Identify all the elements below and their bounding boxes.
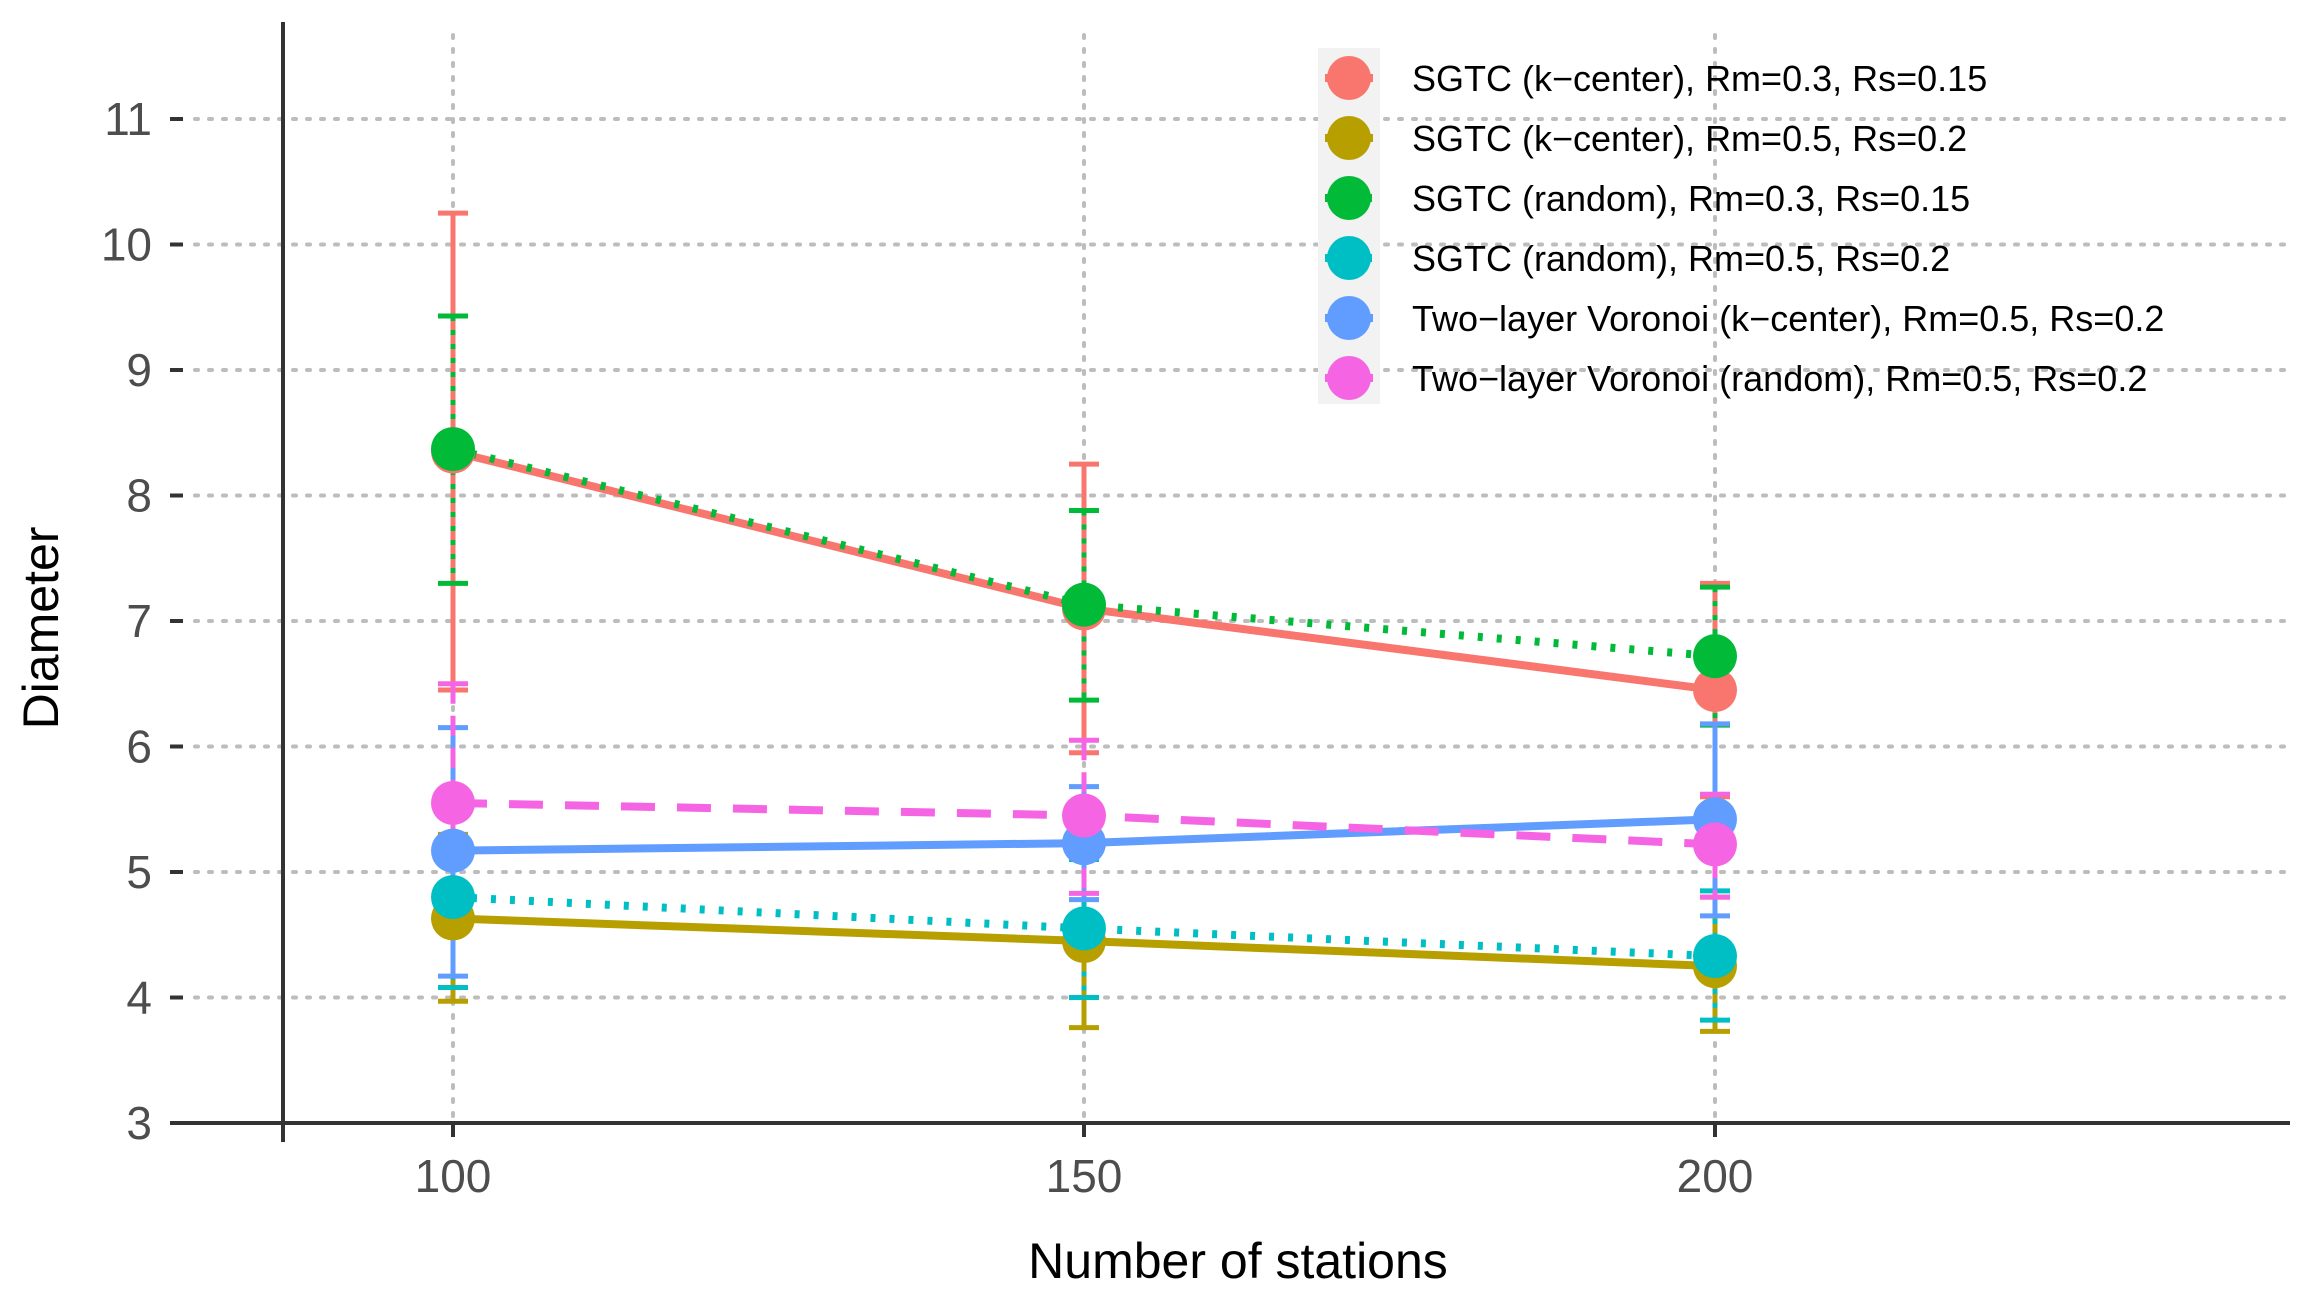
y-tick-label: 9 <box>126 344 152 396</box>
data-point <box>1062 582 1106 627</box>
x-tick-label: 150 <box>1046 1150 1123 1202</box>
legend-label: Two−layer Voronoi (random), Rm=0.5, Rs=0… <box>1412 358 2147 399</box>
legend: SGTC (k−center), Rm=0.3, Rs=0.15 SGTC (k−… <box>1318 48 2164 404</box>
legend-key-marker <box>1327 116 1371 160</box>
data-point <box>1693 634 1737 679</box>
y-tick-label: 6 <box>126 721 152 773</box>
legend-label: Two−layer Voronoi (k−center), Rm=0.5, Rs… <box>1412 298 2164 339</box>
x-tick-label: 200 <box>1677 1150 1754 1202</box>
data-point <box>1693 668 1737 713</box>
data-point <box>431 780 475 825</box>
legend-label: SGTC (random), Rm=0.3, Rs=0.15 <box>1412 178 1970 219</box>
y-tick-label: 10 <box>101 219 152 271</box>
y-tick-label: 8 <box>126 470 152 522</box>
legend-label: SGTC (k−center), Rm=0.3, Rs=0.15 <box>1412 58 1987 99</box>
series-points <box>431 427 1737 989</box>
legend-key-marker <box>1327 296 1371 340</box>
legend-label: SGTC (k−center), Rm=0.5, Rs=0.2 <box>1412 118 1967 159</box>
y-tick-label: 11 <box>104 93 152 145</box>
y-tick-label: 7 <box>126 595 152 647</box>
data-point <box>431 875 475 920</box>
y-tick-label: 3 <box>126 1097 152 1149</box>
data-point <box>431 828 475 873</box>
y-tick-label: 5 <box>126 846 152 898</box>
axes <box>170 22 2290 1142</box>
y-tick-label: 4 <box>126 972 152 1024</box>
data-point <box>1693 822 1737 867</box>
legend-key-marker <box>1327 356 1371 400</box>
legend-key-background <box>1318 48 1380 404</box>
y-axis-title: Diameter <box>13 527 69 730</box>
x-tick-label: 100 <box>415 1150 492 1202</box>
legend-key-marker <box>1327 176 1371 220</box>
legend-label: SGTC (random), Rm=0.5, Rs=0.2 <box>1412 238 1950 279</box>
legend-key-marker <box>1327 236 1371 280</box>
legend-key-marker <box>1327 56 1371 100</box>
data-point <box>1062 906 1106 951</box>
x-axis-title: Number of stations <box>1028 1233 1448 1289</box>
tick-labels: 3 4 5 6 7 8 9 10 11 100 150 200 <box>101 93 1754 1202</box>
data-point <box>431 427 475 472</box>
data-point <box>1062 793 1106 838</box>
data-point <box>1693 934 1737 979</box>
grid-lines <box>193 33 2292 1125</box>
